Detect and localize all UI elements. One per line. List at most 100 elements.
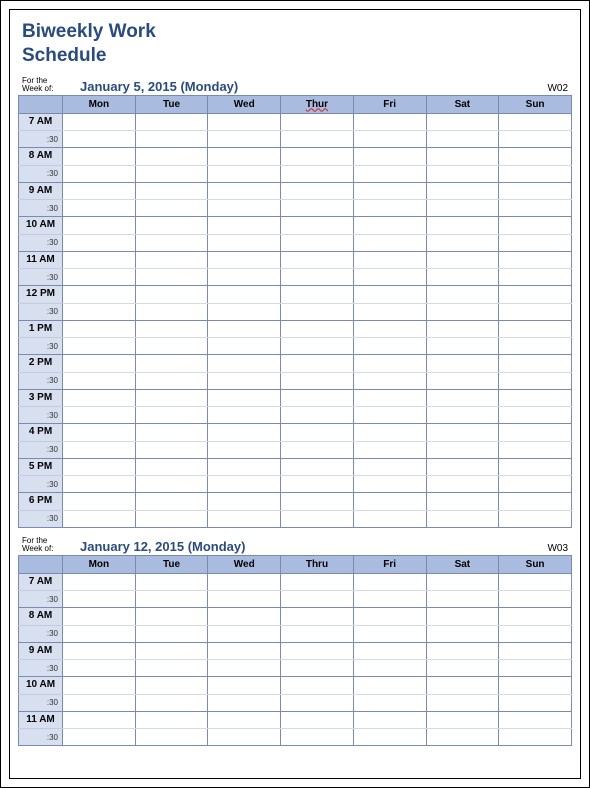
schedule-cell[interactable] [63, 441, 136, 458]
schedule-cell[interactable] [63, 217, 136, 235]
schedule-cell[interactable] [281, 131, 354, 148]
schedule-cell[interactable] [63, 200, 136, 217]
schedule-cell[interactable] [499, 677, 572, 695]
schedule-cell[interactable] [426, 642, 499, 660]
schedule-cell[interactable] [135, 711, 208, 729]
schedule-cell[interactable] [135, 131, 208, 148]
schedule-cell[interactable] [208, 510, 281, 527]
schedule-cell[interactable] [353, 510, 426, 527]
schedule-cell[interactable] [63, 642, 136, 660]
schedule-cell[interactable] [63, 355, 136, 373]
schedule-cell[interactable] [63, 320, 136, 338]
schedule-cell[interactable] [63, 303, 136, 320]
schedule-cell[interactable] [281, 389, 354, 407]
schedule-cell[interactable] [426, 458, 499, 476]
schedule-cell[interactable] [281, 660, 354, 677]
schedule-cell[interactable] [208, 458, 281, 476]
schedule-cell[interactable] [353, 286, 426, 304]
schedule-cell[interactable] [353, 234, 426, 251]
schedule-cell[interactable] [208, 355, 281, 373]
schedule-cell[interactable] [426, 493, 499, 511]
schedule-cell[interactable] [63, 476, 136, 493]
schedule-cell[interactable] [281, 642, 354, 660]
schedule-cell[interactable] [63, 424, 136, 442]
schedule-cell[interactable] [208, 573, 281, 591]
schedule-cell[interactable] [426, 338, 499, 355]
schedule-cell[interactable] [499, 234, 572, 251]
schedule-cell[interactable] [499, 711, 572, 729]
schedule-cell[interactable] [353, 113, 426, 131]
schedule-cell[interactable] [208, 148, 281, 166]
schedule-cell[interactable] [135, 608, 208, 626]
schedule-cell[interactable] [135, 458, 208, 476]
schedule-cell[interactable] [426, 286, 499, 304]
schedule-cell[interactable] [499, 625, 572, 642]
schedule-cell[interactable] [499, 200, 572, 217]
schedule-cell[interactable] [353, 148, 426, 166]
schedule-cell[interactable] [499, 182, 572, 200]
schedule-cell[interactable] [208, 476, 281, 493]
schedule-cell[interactable] [353, 182, 426, 200]
schedule-cell[interactable] [426, 407, 499, 424]
schedule-cell[interactable] [426, 303, 499, 320]
schedule-cell[interactable] [135, 338, 208, 355]
schedule-cell[interactable] [499, 407, 572, 424]
schedule-cell[interactable] [426, 711, 499, 729]
schedule-cell[interactable] [426, 355, 499, 373]
schedule-cell[interactable] [426, 677, 499, 695]
schedule-cell[interactable] [426, 625, 499, 642]
schedule-cell[interactable] [208, 625, 281, 642]
schedule-cell[interactable] [426, 320, 499, 338]
schedule-cell[interactable] [135, 355, 208, 373]
schedule-cell[interactable] [426, 389, 499, 407]
schedule-cell[interactable] [63, 694, 136, 711]
schedule-cell[interactable] [281, 320, 354, 338]
schedule-cell[interactable] [499, 320, 572, 338]
schedule-cell[interactable] [208, 389, 281, 407]
schedule-cell[interactable] [135, 660, 208, 677]
schedule-cell[interactable] [281, 113, 354, 131]
schedule-cell[interactable] [353, 165, 426, 182]
schedule-cell[interactable] [499, 389, 572, 407]
schedule-cell[interactable] [281, 729, 354, 746]
schedule-cell[interactable] [135, 200, 208, 217]
schedule-cell[interactable] [281, 694, 354, 711]
schedule-cell[interactable] [426, 165, 499, 182]
schedule-cell[interactable] [63, 625, 136, 642]
schedule-cell[interactable] [499, 217, 572, 235]
schedule-cell[interactable] [281, 234, 354, 251]
schedule-cell[interactable] [281, 711, 354, 729]
schedule-cell[interactable] [135, 182, 208, 200]
schedule-cell[interactable] [499, 269, 572, 286]
schedule-cell[interactable] [499, 131, 572, 148]
schedule-cell[interactable] [353, 694, 426, 711]
schedule-cell[interactable] [63, 131, 136, 148]
schedule-cell[interactable] [499, 424, 572, 442]
schedule-cell[interactable] [135, 407, 208, 424]
schedule-cell[interactable] [499, 441, 572, 458]
schedule-cell[interactable] [208, 729, 281, 746]
schedule-cell[interactable] [281, 591, 354, 608]
schedule-cell[interactable] [281, 424, 354, 442]
schedule-cell[interactable] [281, 338, 354, 355]
schedule-cell[interactable] [135, 217, 208, 235]
schedule-cell[interactable] [353, 303, 426, 320]
schedule-cell[interactable] [208, 269, 281, 286]
schedule-cell[interactable] [281, 269, 354, 286]
schedule-cell[interactable] [63, 510, 136, 527]
schedule-cell[interactable] [353, 200, 426, 217]
schedule-cell[interactable] [426, 131, 499, 148]
schedule-cell[interactable] [281, 303, 354, 320]
schedule-cell[interactable] [135, 677, 208, 695]
schedule-cell[interactable] [353, 660, 426, 677]
schedule-cell[interactable] [499, 493, 572, 511]
schedule-cell[interactable] [281, 573, 354, 591]
schedule-cell[interactable] [135, 625, 208, 642]
schedule-cell[interactable] [208, 372, 281, 389]
schedule-cell[interactable] [208, 591, 281, 608]
schedule-cell[interactable] [281, 355, 354, 373]
schedule-cell[interactable] [208, 694, 281, 711]
schedule-cell[interactable] [135, 591, 208, 608]
schedule-cell[interactable] [135, 573, 208, 591]
schedule-cell[interactable] [499, 251, 572, 269]
